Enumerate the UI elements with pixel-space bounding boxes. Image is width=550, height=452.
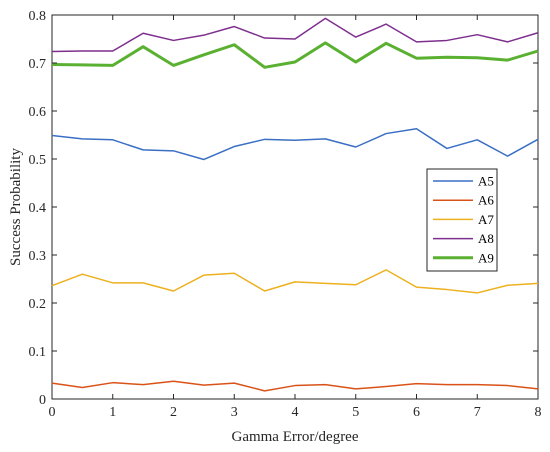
legend: A5 A6 A7 A8 A9 (426, 168, 498, 272)
x-axis-ticks: 0 1 2 3 4 5 6 7 8 (49, 15, 542, 420)
legend-label-a8: A8 (478, 231, 494, 246)
x-tick-label: 2 (170, 405, 177, 420)
series-layer (51, 17, 539, 392)
series-line-a6 (51, 380, 539, 392)
y-tick-label: 0.2 (29, 297, 47, 312)
x-tick-label: 0 (49, 405, 56, 420)
x-axis-label: Gamma Error/degree (231, 429, 358, 445)
y-tick-label: 0.5 (29, 153, 47, 168)
x-tick-label: 4 (292, 405, 299, 420)
series-line-a5 (51, 128, 539, 161)
y-tick-label: 0.4 (29, 201, 47, 216)
y-tick-label: 0.8 (29, 9, 47, 24)
series-line-a7 (51, 269, 539, 294)
legend-label-a6: A6 (478, 193, 494, 208)
legend-label-a9: A9 (478, 250, 494, 265)
y-axis-ticks: 0 0.1 0.2 0.3 0.4 0.5 0.6 0.7 0.8 (29, 9, 538, 408)
y-tick-label: 0 (39, 393, 46, 408)
y-tick-label: 0.3 (29, 249, 47, 264)
x-tick-label: 8 (535, 405, 542, 420)
legend-label-a7: A7 (478, 212, 494, 227)
series-line-a8 (51, 17, 539, 53)
y-tick-label: 0.1 (29, 345, 47, 360)
x-tick-label: 7 (474, 405, 481, 420)
y-tick-label: 0.6 (29, 105, 47, 120)
x-tick-label: 5 (352, 405, 359, 420)
x-tick-label: 1 (109, 405, 116, 420)
series-line-a9 (51, 41, 539, 69)
legend-label-a5: A5 (478, 174, 494, 189)
x-tick-label: 6 (413, 405, 420, 420)
x-tick-label: 3 (231, 405, 238, 420)
y-tick-label: 0.7 (29, 57, 47, 72)
y-axis-label: Success Probability (8, 148, 24, 266)
